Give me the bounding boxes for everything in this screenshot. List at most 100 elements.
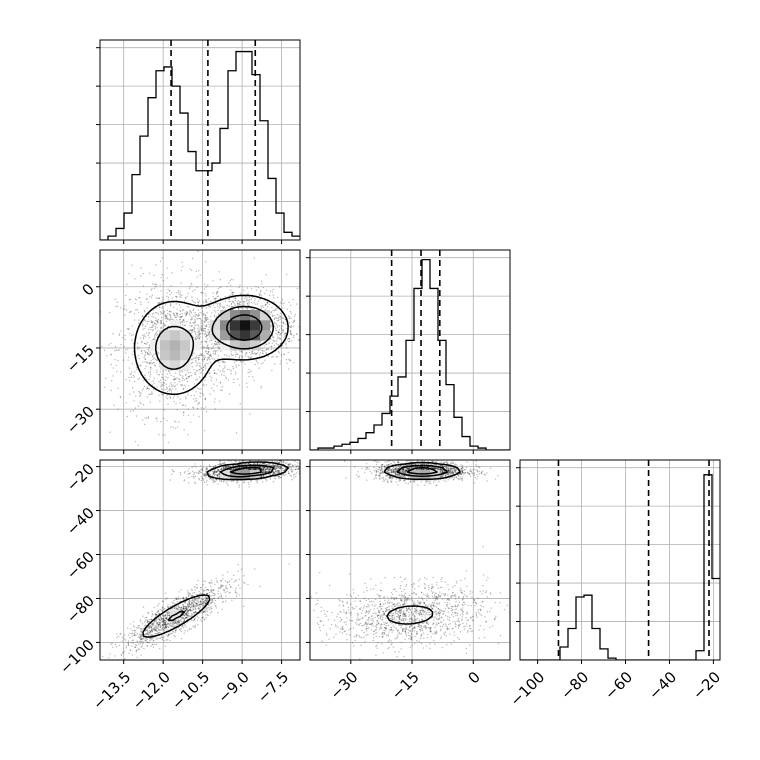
scatter-point	[184, 623, 186, 625]
scatter-point	[283, 317, 285, 319]
scatter-point	[289, 330, 292, 332]
scatter-point	[195, 332, 197, 334]
scatter-point	[186, 370, 188, 372]
scatter-point	[190, 610, 192, 612]
scatter-point	[206, 345, 208, 347]
scatter-point	[240, 463, 242, 466]
scatter-point	[262, 467, 265, 469]
scatter-point	[134, 380, 136, 383]
scatter-point	[145, 633, 147, 635]
scatter-point	[208, 351, 210, 353]
scatter-point	[136, 641, 138, 643]
density-cell	[260, 320, 271, 331]
scatter-point	[156, 284, 158, 286]
scatter-point	[189, 593, 191, 595]
scatter-point	[122, 308, 125, 310]
scatter-point	[142, 337, 145, 340]
scatter-point	[225, 354, 228, 357]
scatter-point	[273, 301, 276, 303]
scatter-point	[252, 308, 254, 311]
scatter-point	[146, 645, 148, 647]
scatter-point	[273, 296, 275, 299]
scatter-point	[223, 462, 225, 465]
scatter-point	[149, 637, 151, 639]
scatter-point	[128, 311, 131, 314]
scatter-point	[162, 607, 164, 610]
scatter-point	[136, 368, 138, 371]
scatter-point	[276, 467, 279, 469]
scatter-point	[255, 360, 258, 363]
scatter-point	[252, 468, 255, 471]
scatter-point	[217, 597, 219, 599]
scatter-point	[191, 329, 194, 331]
scatter-point	[273, 472, 276, 475]
scatter-point	[191, 613, 194, 616]
scatter-point	[262, 352, 264, 354]
scatter-point	[261, 348, 263, 350]
scatter-point	[295, 472, 298, 474]
scatter-point	[204, 299, 207, 301]
scatter-point	[128, 380, 131, 382]
scatter-point	[187, 611, 189, 613]
scatter-point	[145, 365, 147, 368]
scatter-point	[164, 315, 167, 317]
scatter-point	[219, 304, 221, 306]
scatter-point	[147, 612, 149, 615]
scatter-point	[155, 311, 157, 314]
scatter-point	[156, 623, 158, 625]
scatter-point	[156, 323, 158, 326]
scatter-point	[160, 316, 163, 319]
scatter-point	[127, 634, 130, 636]
scatter-point	[162, 621, 165, 623]
scatter-point	[135, 415, 138, 417]
scatter-point	[164, 592, 167, 594]
scatter-point	[201, 291, 203, 294]
scatter-point	[137, 627, 139, 629]
scatter-point	[200, 601, 202, 603]
scatter-point	[168, 623, 170, 626]
scatter-point	[138, 624, 140, 627]
scatter-point	[200, 352, 203, 355]
scatter-point	[159, 629, 161, 631]
scatter-point	[200, 328, 203, 331]
scatter-point	[248, 468, 250, 471]
scatter-point	[193, 326, 195, 328]
scatter-point	[184, 606, 186, 608]
scatter-point	[145, 629, 147, 632]
scatter-point	[101, 345, 103, 348]
scatter-point	[206, 593, 209, 595]
scatter-point	[200, 354, 203, 356]
scatter-point	[222, 368, 225, 370]
scatter-point	[207, 356, 210, 359]
scatter-point	[187, 603, 189, 605]
scatter-point	[220, 468, 222, 470]
scatter-point	[164, 324, 166, 327]
scatter-point	[331, 346, 332, 347]
scatter-point	[205, 300, 208, 303]
scatter-point	[271, 335, 274, 337]
scatter-point	[129, 332, 131, 335]
scatter-point	[255, 289, 258, 291]
scatter-point	[196, 603, 199, 606]
scatter-point	[246, 386, 248, 388]
scatter-point	[237, 584, 240, 587]
scatter-point	[231, 599, 233, 602]
scatter-point	[164, 619, 166, 622]
scatter-point	[211, 591, 213, 594]
scatter-point	[161, 621, 164, 623]
scatter-point	[110, 389, 112, 392]
scatter-point	[159, 284, 161, 287]
scatter-point	[179, 318, 181, 321]
scatter-point	[140, 638, 142, 641]
scatter-point	[127, 356, 130, 359]
scatter-point	[152, 324, 154, 326]
scatter-point	[154, 319, 157, 322]
scatter-point	[199, 362, 201, 364]
scatter-point	[207, 588, 209, 591]
scatter-point	[216, 291, 218, 293]
scatter-point	[184, 404, 187, 407]
scatter-point	[200, 325, 202, 327]
scatter-point	[177, 396, 179, 398]
scatter-point	[137, 378, 139, 380]
scatter-point	[169, 318, 172, 321]
